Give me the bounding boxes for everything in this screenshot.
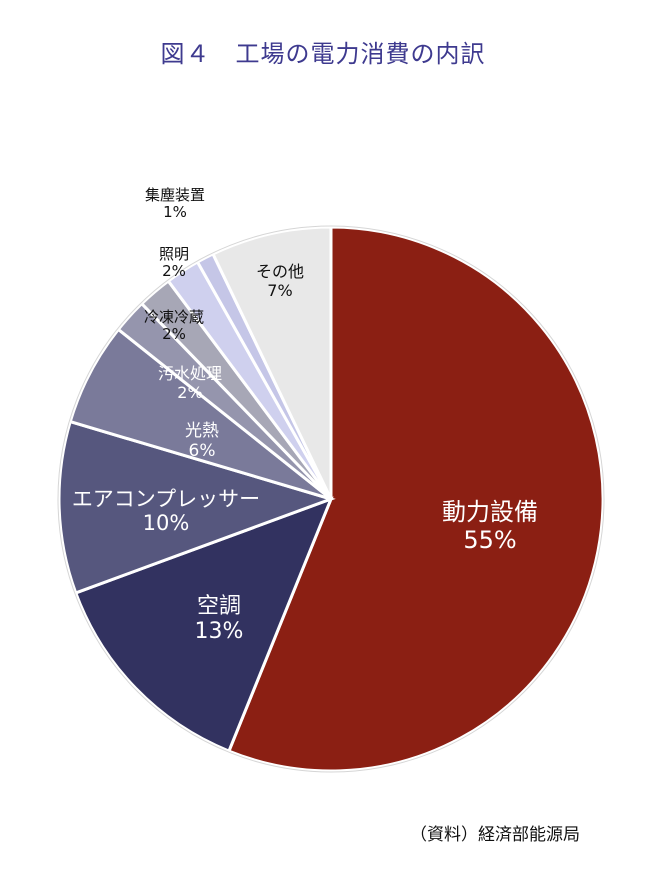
slice-label: 汚水処理 xyxy=(158,364,222,383)
slice-label: エアコンプレッサー xyxy=(72,487,260,511)
slice-value-label: 10% xyxy=(143,511,190,535)
slice-value-label: 13% xyxy=(195,619,244,644)
slice-value-label: 6% xyxy=(189,441,216,461)
slice-label: 空調 xyxy=(197,594,241,619)
slice-label: 照明 xyxy=(159,245,189,263)
slice-label: 光熱 xyxy=(185,421,219,441)
source-note: （資料）経済部能源局 xyxy=(410,825,580,845)
slice-value-label: 55% xyxy=(463,526,516,554)
slice-value-label: 2% xyxy=(162,262,186,280)
chart-title: 図４ 工場の電力消費の内訳 xyxy=(160,40,486,68)
slice-label: 冷凍冷蔵 xyxy=(144,308,204,326)
slice-value-label: 2% xyxy=(177,383,202,402)
slice-value-label: 2% xyxy=(162,325,186,343)
pie-slice xyxy=(57,419,336,595)
pie-slice xyxy=(226,225,605,773)
slice-label: その他 xyxy=(256,262,304,281)
pie-slice xyxy=(73,496,334,754)
slice-value-label: 1% xyxy=(163,203,187,221)
pie-slice xyxy=(210,225,333,500)
slice-value-label: 7% xyxy=(267,281,292,300)
slice-label: 集塵装置 xyxy=(145,186,205,204)
slice-label: 動力設備 xyxy=(442,498,538,526)
pie-outline xyxy=(57,225,605,773)
